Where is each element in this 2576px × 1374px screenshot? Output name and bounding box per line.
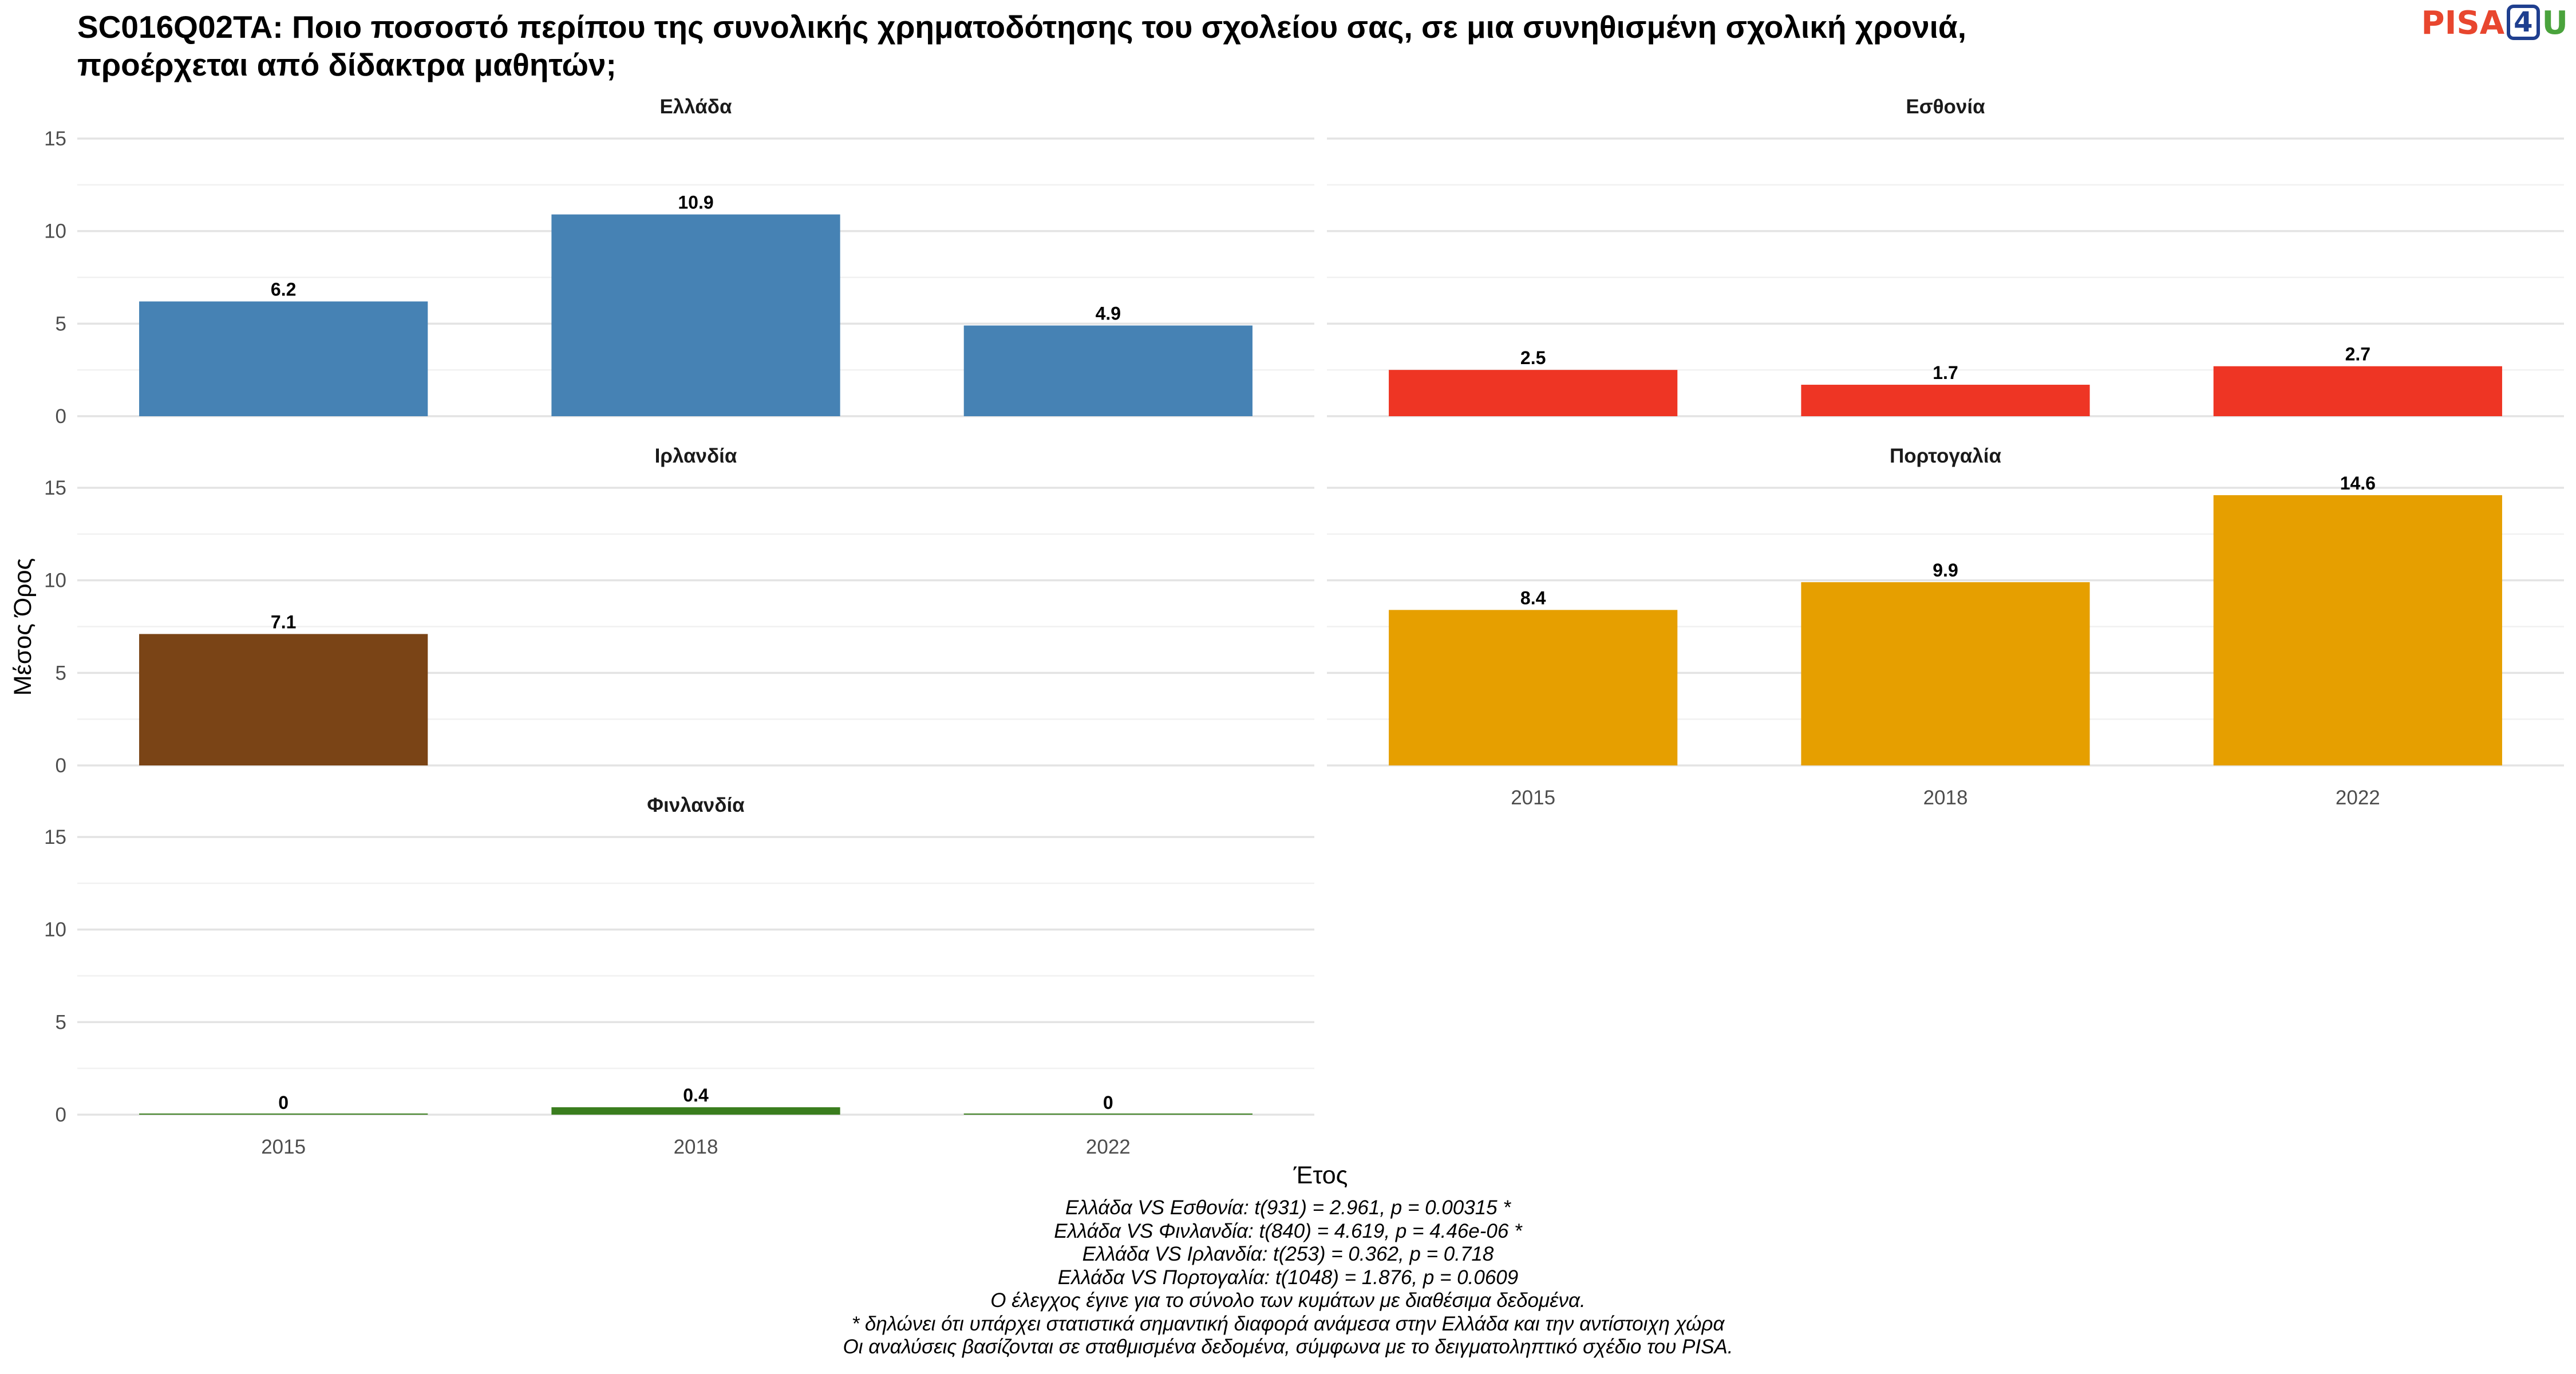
panel-title-πορτογαλια: Πορτογαλία [1890,445,2002,467]
value-label-ελλαδα-2018: 10.9 [678,192,713,213]
value-label-εσθονια-2022: 2.7 [2345,344,2370,365]
x-tick-label-πορτογαλια-2018: 2018 [1923,787,1968,809]
y-tick-label: 15 [44,128,66,150]
value-label-εσθονια-2015: 2.5 [1520,348,1546,368]
value-label-ελλαδα-2015: 6.2 [271,279,296,300]
bar-ιρλανδια-2015 [139,634,428,765]
footnotes: Ελλάδα VS Εσθονία: t(931) = 2.961, p = 0… [0,1197,2576,1359]
y-tick-label: 10 [44,570,66,592]
y-tick-label: 10 [44,919,66,941]
y-tick-label: 15 [44,477,66,499]
bar-εσθονια-2015 [1389,370,1678,416]
x-tick-label-φινλανδια-2015: 2015 [261,1136,306,1158]
x-tick-label-φινλανδια-2018: 2018 [674,1136,718,1158]
bar-εσθονια-2018 [1801,385,2090,416]
y-tick-label: 15 [44,826,66,848]
bar-ελλαδα-2022 [963,325,1253,416]
footnote-test-scope: Ο έλεγχος έγινε για το σύνολο των κυμάτω… [990,1289,1586,1312]
x-axis-title: Έτος [1293,1162,1348,1189]
footnote-greece-vs-estonia: Ελλάδα VS Εσθονία: t(931) = 2.961, p = 0… [1065,1197,1511,1219]
bar-φινλανδια-2018 [551,1107,840,1115]
y-tick-label: 0 [56,405,66,428]
y-tick-label: 10 [44,220,66,243]
value-label-πορτογαλια-2018: 9.9 [1933,560,1958,581]
footnote-greece-vs-portugal: Ελλάδα VS Πορτογαλία: t(1048) = 1.876, p… [1057,1266,1519,1289]
footnote-weighting: Οι αναλύσεις βασίζονται σε σταθμισμένα δ… [843,1336,1733,1358]
panel-title-φινλανδια: Φινλανδία [647,794,745,816]
logo-text-u: U [2542,5,2568,42]
y-tick-label: 5 [56,662,66,684]
bar-φινλανδια-2015 [139,1114,428,1115]
y-tick-label: 5 [56,1011,66,1033]
footnote-greece-vs-finland: Ελλάδα VS Φινλανδία: t(840) = 4.619, p =… [1054,1219,1522,1242]
value-label-φινλανδια-2015: 0 [278,1092,289,1113]
x-tick-label-πορτογαλια-2015: 2015 [1511,787,1555,809]
logo-text-pisa: PISA [2421,5,2505,42]
panel-title-ελλαδα: Ελλάδα [659,96,732,118]
footnote-greece-vs-ireland: Ελλάδα VS Ιρλανδία: t(253) = 0.362, p = … [1082,1243,1494,1265]
bar-πορτογαλια-2022 [2213,495,2502,765]
y-tick-label: 0 [56,1104,66,1126]
panel-title-ιρλανδια: Ιρλανδία [655,445,737,467]
value-label-φινλανδια-2022: 0 [1103,1092,1113,1113]
value-label-πορτογαλια-2015: 8.4 [1520,587,1546,608]
bar-εσθονια-2022 [2213,366,2502,416]
y-tick-label: 5 [56,313,66,335]
x-tick-label-φινλανδια-2022: 2022 [1086,1136,1131,1158]
value-label-εσθονια-2018: 1.7 [1933,362,1958,383]
value-label-πορτογαλια-2022: 14.6 [2340,473,2376,493]
logo-text-4: 4 [2507,5,2540,40]
value-label-φινλανδια-2018: 0.4 [683,1085,709,1105]
footnote-significance: * δηλώνει ότι υπάρχει στατιστικά σημαντι… [851,1312,1725,1335]
pisa4u-logo: PISA 4 U [2421,5,2568,42]
chart-title: SC016Q02TA: Ποιο ποσοστό περίπου της συν… [77,9,1966,82]
value-label-ελλαδα-2022: 4.9 [1096,303,1121,324]
y-tick-label: 0 [56,755,66,777]
bar-πορτογαλια-2015 [1389,610,1678,765]
panel-title-εσθονια: Εσθονία [1906,96,1985,118]
bar-ελλαδα-2018 [551,214,840,416]
x-tick-label-πορτογαλια-2022: 2022 [2336,787,2380,809]
value-label-ιρλανδια-2015: 7.1 [271,611,296,632]
bar-πορτογαλια-2018 [1801,582,2090,765]
y-axis-title: Μέσος Όρος [9,558,37,696]
bar-ελλαδα-2015 [139,301,428,416]
bar-φινλανδια-2022 [963,1114,1253,1115]
